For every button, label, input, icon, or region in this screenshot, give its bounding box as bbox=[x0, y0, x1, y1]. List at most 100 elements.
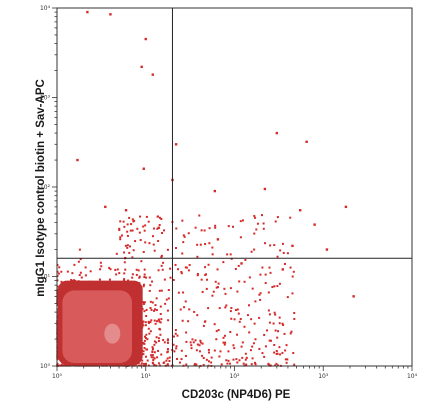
data-point bbox=[202, 363, 205, 366]
data-point bbox=[267, 309, 270, 312]
data-point bbox=[229, 310, 232, 313]
data-point bbox=[131, 276, 134, 279]
data-point bbox=[159, 321, 162, 324]
data-point bbox=[179, 361, 182, 364]
data-point bbox=[158, 320, 161, 323]
data-point bbox=[77, 260, 80, 263]
data-point bbox=[153, 249, 156, 252]
data-point bbox=[293, 363, 296, 366]
data-point bbox=[251, 357, 254, 360]
data-point bbox=[244, 358, 247, 361]
data-point bbox=[56, 285, 59, 288]
data-point bbox=[86, 10, 89, 14]
data-point bbox=[138, 276, 141, 279]
data-point bbox=[228, 362, 231, 365]
data-point bbox=[177, 291, 180, 294]
data-point bbox=[268, 363, 271, 366]
data-point bbox=[207, 348, 210, 351]
data-point bbox=[126, 223, 129, 226]
data-point bbox=[149, 330, 152, 333]
data-point bbox=[70, 364, 73, 367]
data-point bbox=[214, 280, 217, 283]
data-point bbox=[99, 261, 102, 264]
data-point bbox=[158, 224, 161, 227]
data-point bbox=[274, 364, 277, 367]
data-point bbox=[146, 359, 149, 362]
data-point bbox=[136, 227, 139, 230]
data-point bbox=[282, 251, 285, 254]
data-point bbox=[248, 276, 251, 279]
data-point bbox=[255, 228, 258, 231]
data-point bbox=[158, 327, 161, 330]
data-point bbox=[151, 235, 154, 238]
data-point bbox=[274, 329, 277, 332]
data-point bbox=[240, 262, 243, 265]
data-point bbox=[145, 333, 148, 336]
data-point bbox=[57, 272, 60, 275]
data-point bbox=[185, 340, 188, 343]
data-point bbox=[254, 363, 257, 366]
data-point bbox=[153, 319, 156, 322]
data-point bbox=[204, 274, 207, 277]
data-point bbox=[152, 227, 155, 230]
data-point bbox=[150, 308, 153, 311]
data-point bbox=[174, 329, 177, 332]
data-point bbox=[140, 65, 143, 69]
data-point bbox=[168, 360, 171, 363]
data-point bbox=[259, 298, 262, 301]
data-point bbox=[205, 358, 208, 361]
data-point bbox=[148, 289, 151, 292]
data-point bbox=[279, 353, 282, 356]
data-point bbox=[142, 350, 145, 353]
x-tick-label: 10⁰ bbox=[52, 373, 63, 380]
data-point bbox=[174, 143, 178, 146]
data-point bbox=[181, 319, 184, 322]
data-point bbox=[208, 227, 211, 230]
data-point bbox=[154, 322, 157, 325]
data-point bbox=[144, 337, 147, 340]
data-point bbox=[261, 266, 264, 269]
data-point bbox=[195, 363, 198, 366]
data-point bbox=[208, 242, 211, 245]
data-point bbox=[162, 261, 165, 264]
data-point bbox=[235, 358, 238, 361]
data-point bbox=[198, 344, 201, 347]
data-point bbox=[109, 13, 112, 16]
data-point bbox=[268, 313, 271, 316]
data-point bbox=[242, 362, 245, 365]
data-point bbox=[202, 357, 205, 360]
density-core bbox=[58, 280, 143, 365]
data-point bbox=[131, 218, 134, 221]
data-point bbox=[205, 287, 208, 290]
data-point bbox=[275, 362, 278, 365]
data-point bbox=[274, 220, 277, 223]
data-point bbox=[145, 315, 148, 318]
data-point bbox=[244, 352, 247, 355]
data-point bbox=[130, 223, 133, 226]
data-point bbox=[286, 358, 289, 361]
data-point bbox=[273, 311, 276, 314]
data-point bbox=[60, 270, 63, 273]
data-point bbox=[73, 263, 76, 266]
data-point bbox=[142, 324, 145, 327]
data-point bbox=[160, 254, 163, 257]
data-point bbox=[264, 242, 267, 245]
data-point bbox=[281, 268, 284, 271]
data-point bbox=[176, 334, 179, 337]
data-point bbox=[263, 355, 266, 358]
data-point bbox=[207, 307, 210, 310]
x-tick-label: 10⁴ bbox=[407, 373, 418, 380]
data-point bbox=[142, 320, 145, 323]
data-point bbox=[126, 234, 129, 237]
y-tick-label: 10³ bbox=[40, 95, 51, 102]
data-point bbox=[140, 362, 143, 365]
data-point bbox=[122, 220, 125, 223]
data-point bbox=[145, 308, 148, 311]
data-point bbox=[274, 313, 277, 316]
data-point bbox=[222, 261, 225, 264]
data-point bbox=[155, 341, 158, 344]
data-point bbox=[213, 189, 217, 193]
data-point bbox=[230, 307, 233, 310]
data-point bbox=[214, 224, 217, 227]
